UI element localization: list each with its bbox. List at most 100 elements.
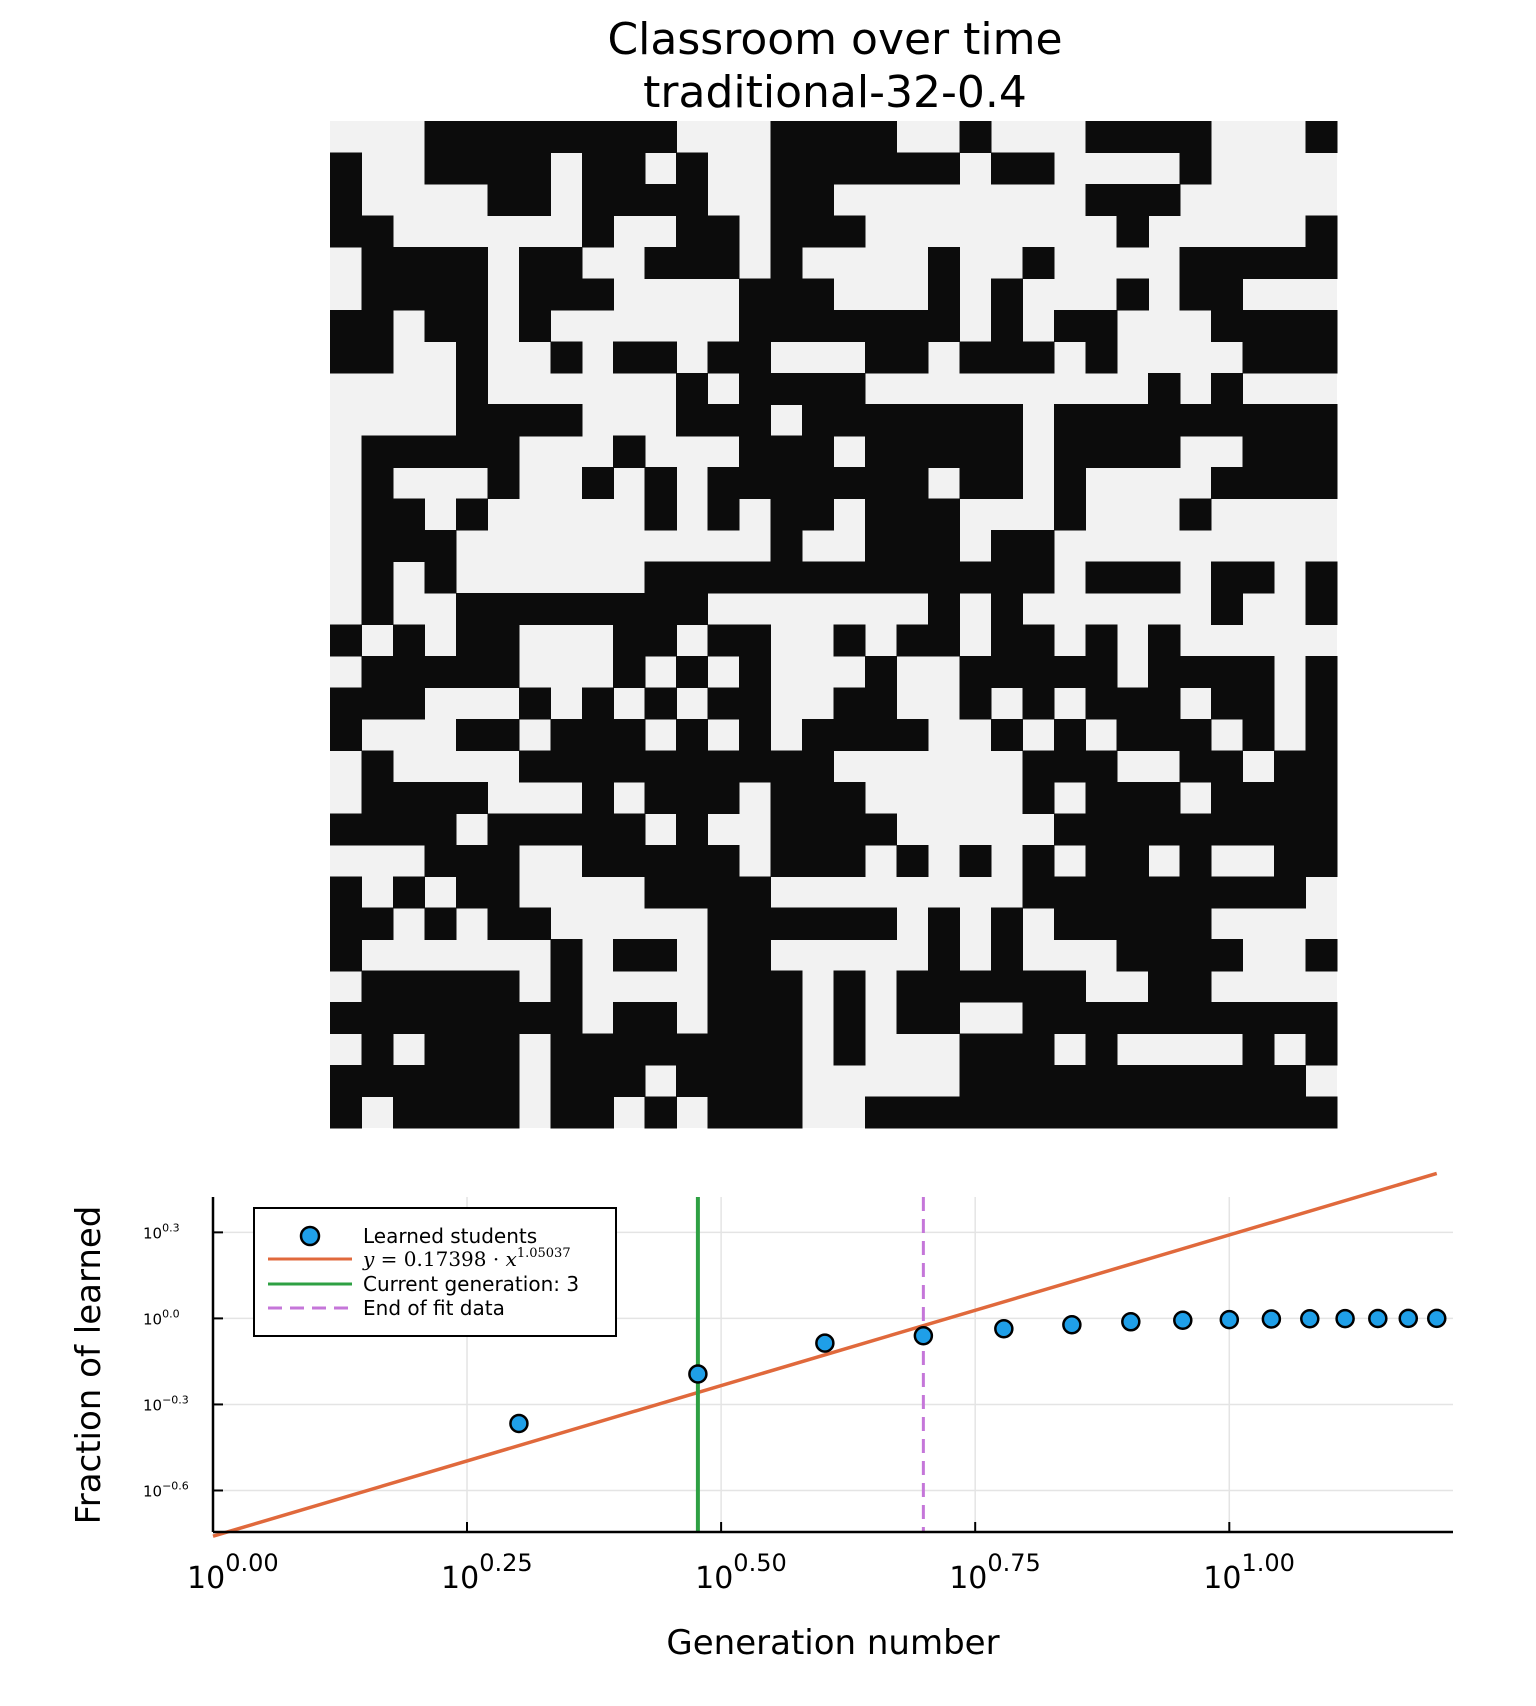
heatmap-cell-learned [990,435,1023,468]
heatmap-cell-learned [424,435,457,468]
heatmap-title: Classroom over time [607,14,1062,65]
heatmap-cell-learned [424,278,457,311]
heatmap-cell-learned [1211,687,1244,720]
legend-label-fit: y = 0.17398 · x1.05037 [362,1246,571,1271]
heatmap-cell-learned [581,467,614,500]
heatmap-cell-learned [833,781,866,814]
x-axis-label: Generation number [666,1623,999,1663]
x-tick-label: 100.75 [949,1549,1041,1596]
heatmap-cell-learned [1148,718,1181,751]
heatmap-cell-learned [613,1002,646,1035]
heatmap-cell-learned [707,750,740,783]
heatmap-cell-learned [770,907,803,940]
heatmap-cell-learned [1179,1096,1212,1129]
heatmap-cell-learned [550,1065,583,1098]
heatmap-cell-learned [392,530,426,563]
heatmap-cell-learned [644,1033,677,1066]
heatmap-cell-learned [739,970,772,1003]
heatmap-cell-learned [676,813,709,846]
heatmap-cell-learned [1242,781,1275,814]
heatmap-cell-learned [1085,1002,1118,1035]
heatmap-cell-learned [644,687,677,720]
heatmap-cell-learned [927,498,960,531]
heatmap-cell-learned [676,372,709,405]
heatmap-cell-learned [1179,655,1212,689]
heatmap-cell-learned [676,246,709,279]
heatmap-cell-learned [802,309,835,342]
heatmap-cell-learned [1085,655,1118,689]
heatmap-cell-learned [581,718,614,751]
legend-fit-exp: 1.05037 [517,1246,571,1261]
learned-students-point [913,1325,934,1346]
heatmap-cell-learned [487,844,520,877]
heatmap-cell-learned [739,907,772,940]
plot-series [212,1171,1447,1538]
heatmap-cell-learned [1242,309,1275,342]
heatmap-cell-learned [1116,907,1149,940]
heatmap-cell-learned [518,593,551,626]
heatmap-cell-learned [1179,498,1212,531]
heatmap-cell-learned [676,183,709,217]
heatmap-cell-learned [990,624,1023,657]
heatmap-cell-learned [770,215,803,248]
heatmap-cell-learned [424,907,457,940]
heatmap-cell-learned [990,718,1023,751]
heatmap-cell-learned [896,309,929,342]
heatmap-cell-learned [739,341,772,374]
heatmap-cell-learned [927,970,960,1003]
heatmap-cell-learned [644,844,677,877]
heatmap-cell-learned [896,341,929,374]
heatmap-cell-learned [959,844,992,877]
heatmap-cell-learned [990,404,1023,437]
heatmap-cell-learned [896,844,929,877]
heatmap-cell-learned [1085,341,1118,374]
heatmap-cell-learned [1053,467,1086,500]
heatmap-cell-learned [581,781,614,814]
heatmap-cell-learned [644,246,677,279]
heatmap-cell-learned [802,404,835,437]
heatmap-cell-learned [1116,844,1149,877]
heatmap-cell-learned [707,1033,740,1066]
heatmap-cell-learned [644,624,677,657]
learned-students-point [994,1319,1014,1339]
heatmap-cell-learned [802,561,835,594]
heatmap-cell-learned [1148,970,1181,1003]
heatmap-cell-learned [959,970,992,1003]
heatmap-cell-learned [1085,561,1118,594]
heatmap-cell-learned [1116,561,1149,594]
learned-students-point [1261,1309,1282,1329]
heatmap-cell-learned [1274,1096,1307,1129]
heatmap-cell-learned [455,970,488,1003]
heatmap-cell-learned [1305,309,1338,342]
heatmap-cell-learned [707,781,740,814]
heatmap-cell-learned [707,215,740,248]
heatmap-cell-learned [644,183,677,217]
heatmap-cell-learned [1116,1096,1149,1129]
heatmap-cell-learned [581,215,614,248]
heatmap-cell-learned [802,435,835,468]
heatmap-cell-learned [392,246,426,279]
heatmap-cell-learned [455,1096,488,1129]
heatmap-cell-learned [1242,404,1275,437]
heatmap-cell-learned [1274,341,1307,374]
heatmap-cell-learned [644,121,677,154]
heatmap-cell-learned [1148,781,1181,814]
learned-students-point [688,1364,708,1384]
heatmap-cell-learned [864,435,898,468]
heatmap-cell-learned [1179,876,1212,909]
heatmap-cell-learned [1053,876,1086,909]
heatmap-cell-learned [1211,781,1244,814]
heatmap-cell-learned [1305,404,1338,437]
heatmap-cell-learned [1116,121,1149,154]
heatmap-cell-learned [833,718,866,751]
heatmap-cell-learned [833,121,866,154]
heatmap-cell-learned [1305,435,1338,468]
x-tick-label: 100.50 [695,1549,787,1596]
heatmap-cell-learned [802,750,835,783]
heatmap-cell-learned [1305,1002,1338,1035]
heatmap-cell-learned [644,876,677,909]
heatmap-cell-learned [676,655,709,689]
heatmap-cell-learned [581,750,614,783]
heatmap-cell-learned [1211,309,1244,342]
heatmap-cell-learned [927,404,960,437]
